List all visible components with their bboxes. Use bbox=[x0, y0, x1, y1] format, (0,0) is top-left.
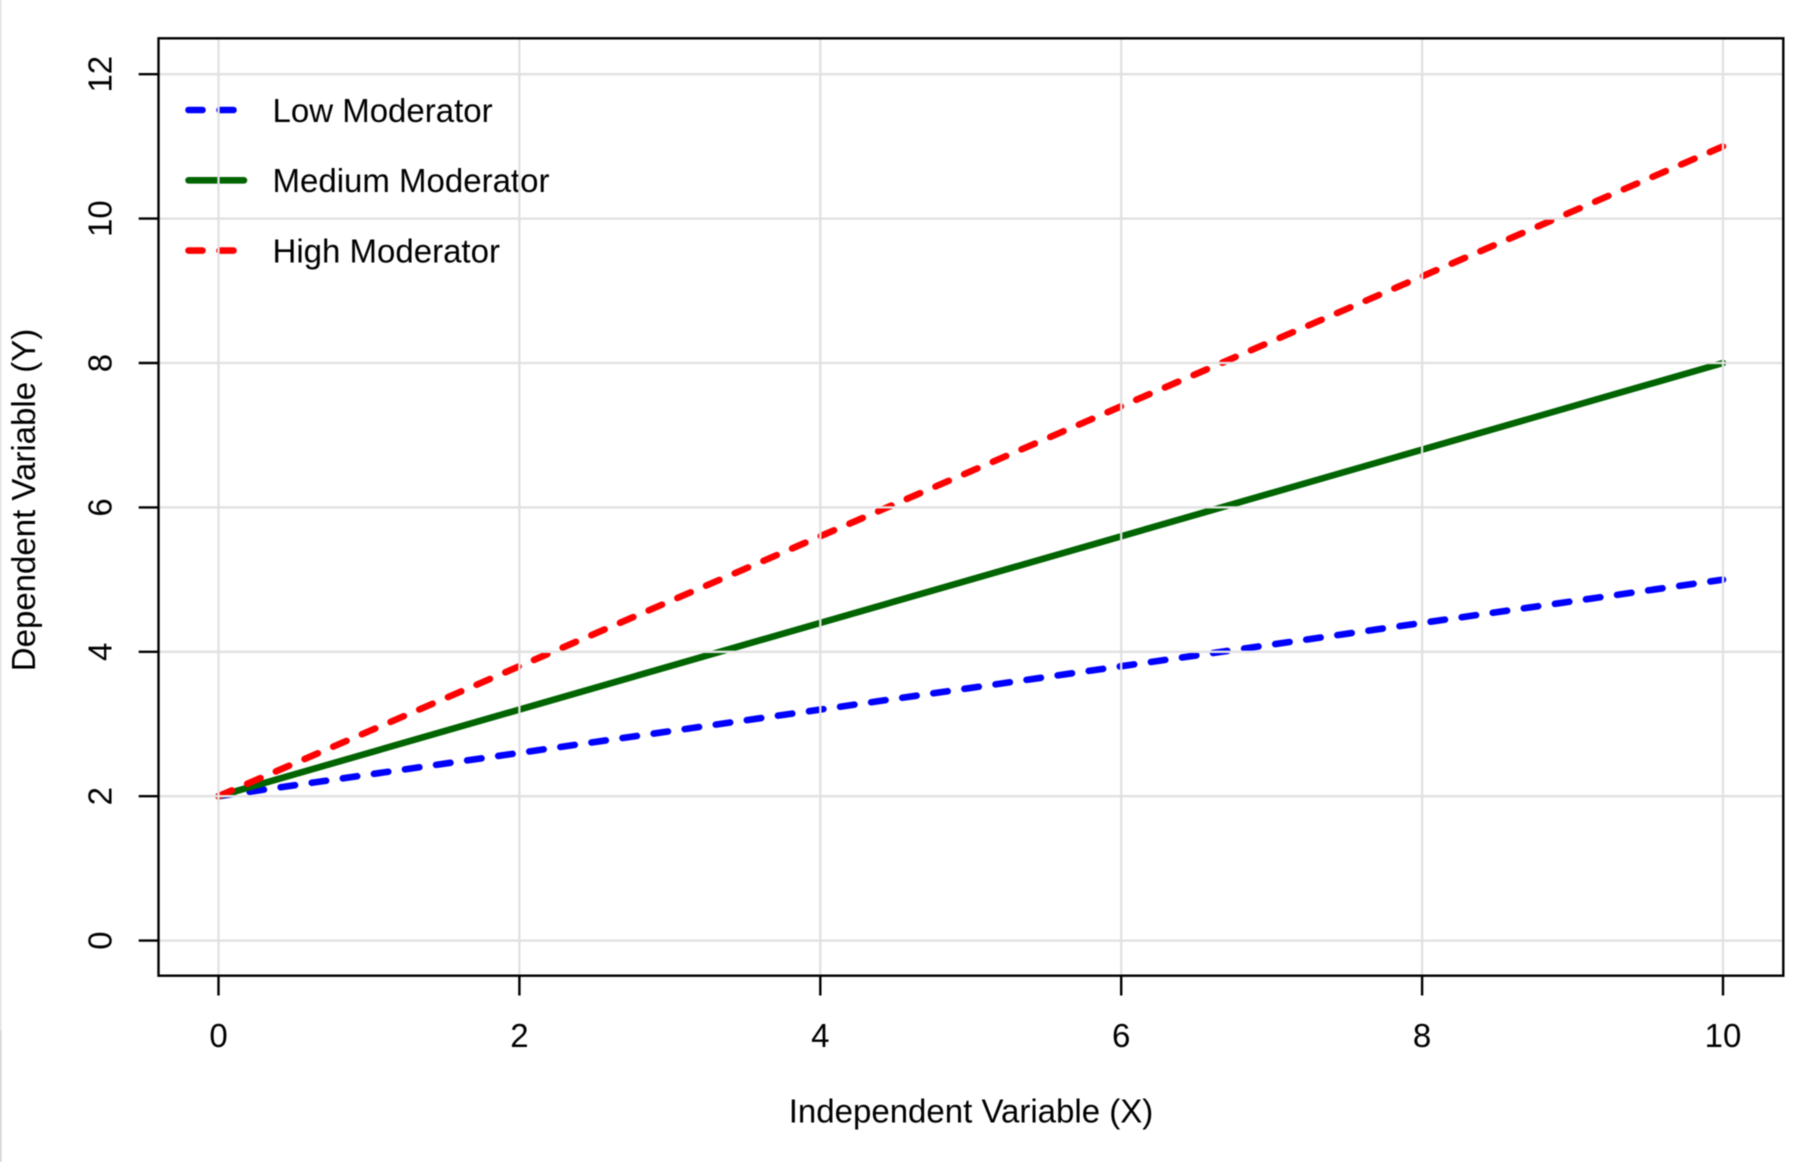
svg-text:High Moderator: High Moderator bbox=[273, 232, 500, 269]
svg-text:6: 6 bbox=[1112, 1017, 1130, 1054]
svg-text:Dependent Variable (Y): Dependent Variable (Y) bbox=[5, 329, 42, 671]
svg-text:6: 6 bbox=[82, 498, 119, 516]
svg-text:2: 2 bbox=[82, 787, 119, 805]
svg-text:0: 0 bbox=[82, 931, 119, 949]
svg-text:4: 4 bbox=[811, 1017, 829, 1054]
svg-text:2: 2 bbox=[510, 1017, 528, 1054]
svg-text:12: 12 bbox=[82, 56, 119, 93]
svg-text:8: 8 bbox=[1413, 1017, 1431, 1054]
svg-text:10: 10 bbox=[82, 200, 119, 237]
svg-text:8: 8 bbox=[82, 354, 119, 372]
svg-text:Low Moderator: Low Moderator bbox=[273, 92, 493, 129]
svg-text:Independent Variable (X): Independent Variable (X) bbox=[789, 1093, 1153, 1130]
svg-text:10: 10 bbox=[1705, 1017, 1742, 1054]
svg-text:0: 0 bbox=[209, 1017, 227, 1054]
svg-text:4: 4 bbox=[82, 643, 119, 661]
svg-text:Medium Moderator: Medium Moderator bbox=[273, 162, 550, 199]
